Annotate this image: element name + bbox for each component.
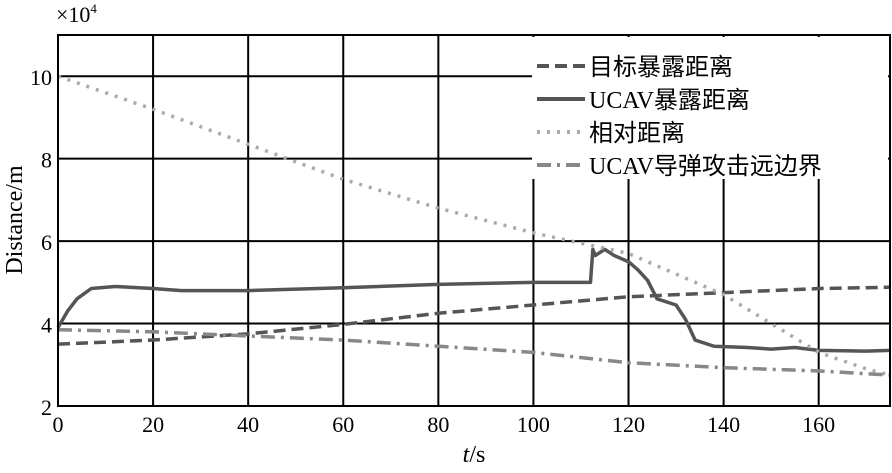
y-multiplier: ×104 — [56, 1, 97, 27]
y-tick-label: 4 — [41, 313, 52, 338]
x-tick-label: 40 — [237, 412, 259, 437]
series-group — [56, 74, 891, 377]
x-tick-label: 160 — [802, 412, 835, 437]
x-tick-label: 100 — [517, 412, 550, 437]
legend-label: 相对距离 — [589, 120, 685, 147]
x-tick-label: 0 — [53, 412, 64, 437]
series-line-3 — [57, 327, 891, 377]
y-tick-label: 2 — [41, 395, 52, 420]
series-line-0 — [57, 285, 891, 346]
x-axis-label: t/s — [463, 442, 486, 468]
x-tick-label: 60 — [332, 412, 354, 437]
plot-frame — [57, 34, 891, 407]
y-multiplier-exponent: 4 — [90, 1, 97, 16]
x-tick-label: 20 — [142, 412, 164, 437]
y-tick-label: 10 — [30, 65, 52, 90]
y-tick-label: 6 — [41, 230, 52, 255]
y-axis-label: Distance/m — [2, 165, 28, 275]
legend-label: 目标暴露距离 — [589, 54, 733, 81]
x-tick-label: 120 — [612, 412, 645, 437]
legend-box — [532, 37, 888, 179]
y-tick-label: 8 — [41, 148, 52, 173]
legend-label: UCAV导弹攻击远边界 — [589, 153, 822, 180]
series-line-1 — [56, 247, 891, 353]
legend-label: UCAV暴露距离 — [589, 87, 750, 114]
x-tick-label: 80 — [427, 412, 449, 437]
tick-labels: 0 20 40 60 80 100 120 140 160 2 4 6 8 10 — [30, 65, 835, 437]
x-tick-label: 140 — [707, 412, 740, 437]
